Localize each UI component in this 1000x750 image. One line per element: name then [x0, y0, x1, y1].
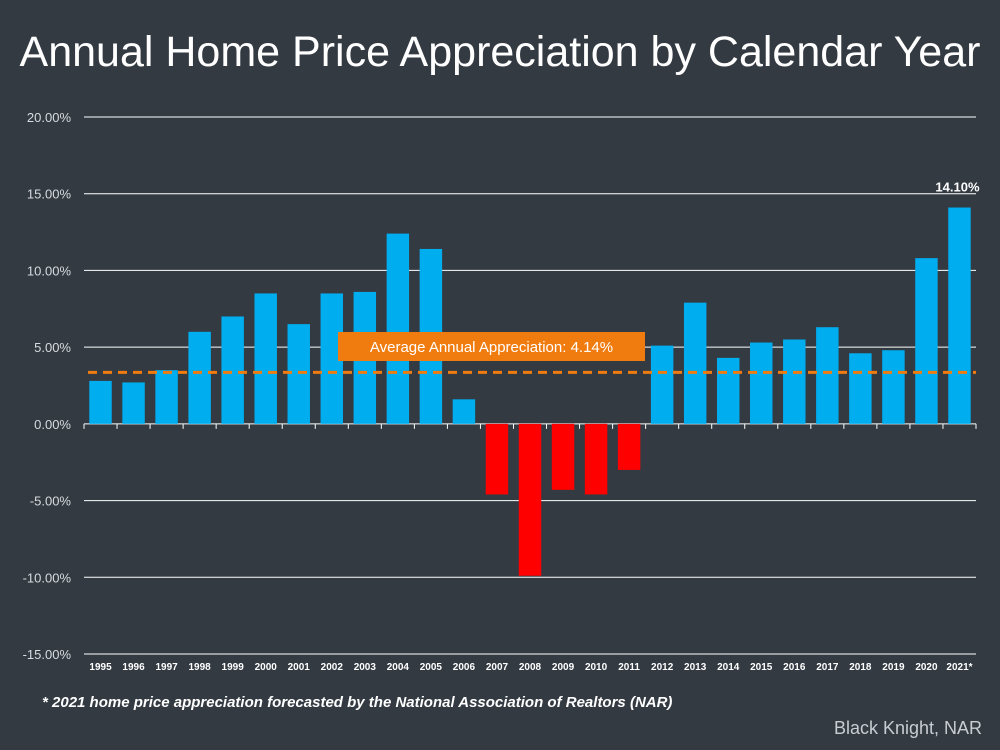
x-tick-label: 2001	[288, 662, 311, 673]
bar-2018	[849, 353, 872, 424]
bar-2015	[750, 342, 773, 424]
x-tick-label: 2021*	[946, 662, 972, 673]
x-tick-label: 2011	[618, 662, 640, 673]
data-labels: 14.10%	[935, 180, 980, 195]
average-label: Average Annual Appreciation: 4.14%	[370, 339, 613, 356]
footnote: * 2021 home price appreciation forecaste…	[42, 694, 673, 711]
x-tick-label: 1997	[155, 662, 178, 673]
y-tick-label: -5.00%	[30, 494, 72, 509]
bar-2009	[551, 423, 575, 490]
x-tick-label: 2009	[552, 662, 575, 673]
bar-2013	[683, 302, 707, 424]
x-tick-label: 2013	[684, 662, 707, 673]
bar-2006	[452, 399, 476, 424]
x-tick-label: 2016	[783, 662, 806, 673]
bar-2011	[617, 423, 641, 470]
y-tick-label: 20.00%	[27, 110, 72, 125]
bar-1997	[155, 370, 178, 424]
bar-2001	[287, 324, 310, 424]
bar-1996	[122, 382, 145, 424]
bar-1998	[188, 331, 211, 424]
bar-2004	[386, 233, 410, 424]
x-tick-label: 1998	[189, 662, 212, 673]
x-tick-label: 2017	[816, 662, 839, 673]
bar-2002	[320, 293, 344, 424]
y-tick-label: -10.00%	[23, 570, 72, 585]
bar-2012	[650, 345, 674, 424]
source-credit: Black Knight, NAR	[833, 718, 982, 738]
x-tick-label: 2006	[453, 662, 476, 673]
x-tick-label: 2005	[420, 662, 443, 673]
bar-2019	[882, 350, 905, 424]
bar-1999	[221, 316, 244, 424]
x-tick-label: 1996	[122, 662, 145, 673]
bar-2000	[254, 293, 277, 424]
bar-1995	[89, 380, 112, 424]
average-label-box	[338, 332, 645, 361]
data-label: 14.10%	[935, 180, 980, 195]
y-tick-label: 0.00%	[34, 417, 71, 432]
x-tick-label: 1995	[89, 662, 112, 673]
y-tick-label: 15.00%	[27, 187, 72, 202]
x-tick-label: 2015	[750, 662, 773, 673]
x-tick-label: 2007	[486, 662, 509, 673]
bar-2010	[584, 423, 608, 495]
y-tick-label: 10.00%	[27, 263, 72, 278]
bar-2021	[948, 207, 971, 424]
x-tick-label: 2012	[651, 662, 674, 673]
x-tick-label: 1999	[222, 662, 245, 673]
x-tick-label: 2004	[387, 662, 410, 673]
y-axis-ticks: -15.00% -10.00% -5.00% 0.00% 5.00% 10.00% 15.0…	[23, 110, 72, 662]
x-tick-label: 2018	[849, 662, 872, 673]
y-tick-label: -15.00%	[23, 647, 72, 662]
y-tick-label: 5.00%	[34, 340, 71, 355]
x-tick-label: 2002	[321, 662, 344, 673]
average-annotation: Average Annual Appreciation: 4.14%	[88, 332, 976, 374]
bar-2007	[485, 423, 509, 495]
bar-2014	[716, 357, 740, 424]
bar-2017	[816, 327, 839, 424]
x-axis-ticks: 1995 1996 1997 1998 1999 2000 2001 2002 2003 2004…	[89, 662, 972, 673]
bar-2020	[915, 258, 938, 424]
bar-2016	[783, 339, 806, 424]
x-tick-label: 2010	[585, 662, 608, 673]
x-tick-label: 2000	[255, 662, 278, 673]
bars	[89, 207, 971, 576]
bar-2008	[518, 423, 542, 576]
x-tick-label: 2020	[915, 662, 938, 673]
x-tick-label: 2019	[882, 662, 905, 673]
x-tick-label: 2008	[519, 662, 542, 673]
chart-title: Annual Home Price Appreciation by Calend…	[19, 28, 981, 76]
x-tick-label: 2003	[354, 662, 377, 673]
x-tick-label: 2014	[717, 662, 740, 673]
